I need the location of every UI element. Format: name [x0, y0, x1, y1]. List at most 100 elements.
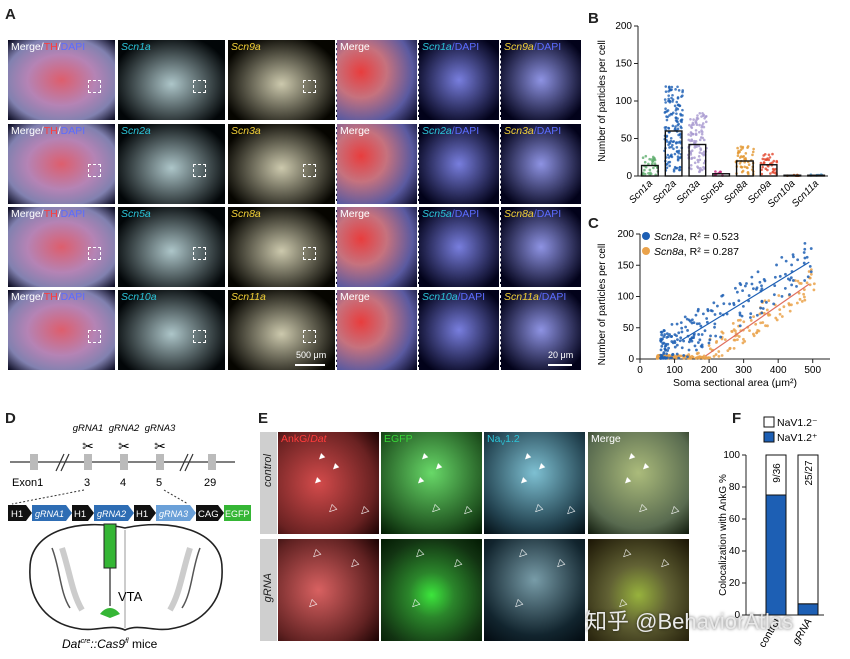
- panel-a-image: Merge/TH/DAPI: [8, 207, 115, 287]
- roi-box: [193, 247, 206, 260]
- arrowhead-icon: ▼: [416, 450, 432, 465]
- y-tick-label: 80: [729, 482, 741, 493]
- scatter-point: [687, 353, 691, 356]
- scatter-point: [709, 334, 712, 338]
- scatter-point: [760, 299, 764, 303]
- scatter-point: [704, 356, 708, 360]
- data-point: [663, 126, 667, 129]
- data-point: [668, 146, 671, 149]
- scatter-point: [747, 294, 751, 297]
- break-mark: [184, 453, 194, 472]
- data-point: [692, 141, 696, 145]
- brain-fold: [51, 547, 71, 609]
- svg-text:CAG: CAG: [198, 509, 219, 520]
- data-point: [674, 125, 677, 128]
- data-point: [676, 155, 680, 158]
- data-point: [689, 163, 693, 167]
- scatter-point: [756, 270, 760, 274]
- panel-a-image: Scn10a/DAPI: [418, 290, 499, 370]
- scatter-point: [675, 343, 679, 347]
- data-point: [674, 88, 677, 91]
- scatter-point: [749, 316, 752, 319]
- data-point: [769, 172, 772, 175]
- data-point: [694, 132, 698, 136]
- scatter-point: [805, 255, 809, 259]
- data-point: [746, 166, 749, 170]
- data-point: [667, 97, 670, 101]
- scatter-point: [735, 290, 739, 294]
- data-point: [692, 123, 695, 126]
- scatter-point: [696, 341, 700, 344]
- bar-Scn10a: [783, 174, 802, 177]
- scatter-point: [787, 302, 791, 305]
- x-tick-label: 300: [735, 365, 752, 376]
- scatter-point: [673, 341, 677, 344]
- exon-5-box: [156, 454, 164, 470]
- data-point: [675, 150, 679, 153]
- scatter-point: [664, 342, 668, 346]
- data-point: [703, 116, 706, 120]
- scatter-point: [805, 281, 809, 285]
- scatter-point: [695, 322, 699, 326]
- scatter-point: [721, 293, 725, 297]
- scatter-point: [686, 329, 689, 332]
- panel-d-schematic: ✂ ✂ ✂ gRNA1 gRNA2 gRNA3 Exon1 3 4 5 29 H…: [8, 423, 251, 651]
- panel-a-image: Scn1a/DAPI: [418, 40, 499, 120]
- scatter-point: [790, 263, 794, 267]
- data-point: [697, 154, 701, 158]
- x-tick-label: 200: [701, 365, 718, 376]
- scatter-point: [761, 307, 765, 310]
- arrowhead-icon: ▽: [515, 547, 529, 562]
- panel-a-image-label: Scn1a/DAPI: [422, 41, 480, 53]
- scatter-point: [688, 337, 692, 341]
- scatter-point: [737, 335, 741, 338]
- exon3-label: 3: [84, 477, 90, 489]
- bar-Scn3a: [688, 143, 707, 177]
- scatter-point: [663, 348, 667, 351]
- data-point: [652, 166, 655, 170]
- panel-a-image-label: Scn5a/DAPI: [422, 208, 480, 220]
- scatter-point: [743, 284, 747, 288]
- arrowhead-icon: ▽: [357, 504, 371, 519]
- y-tick-label: 20: [729, 578, 741, 589]
- data-point: [767, 153, 771, 157]
- scatter-point: [764, 301, 768, 304]
- data-point: [681, 108, 684, 112]
- scatter-point: [665, 352, 668, 356]
- panel-a-image: Merge: [336, 40, 417, 120]
- panel-a-image: Merge/TH/DAPI: [8, 290, 115, 370]
- scatter-point: [758, 280, 762, 284]
- legend-label: NaV1.2⁻: [777, 417, 818, 429]
- data-point: [669, 136, 673, 140]
- scatter-point: [780, 315, 784, 318]
- scatter-point: [682, 339, 686, 343]
- scatter-point: [812, 282, 816, 286]
- data-point: [690, 167, 693, 171]
- scissors-icon: ✂: [154, 438, 166, 454]
- scatter-point: [687, 348, 691, 352]
- scatter-point: [662, 352, 665, 356]
- scatter-point: [792, 279, 795, 282]
- scatter-point: [807, 270, 811, 273]
- scatter-point: [803, 241, 807, 245]
- roi-box: [303, 164, 316, 177]
- data-point: [699, 148, 703, 152]
- fit-line-Scn2a: [681, 261, 810, 341]
- x-tick-label: 0: [637, 365, 643, 376]
- arrowhead-icon: ▼: [309, 474, 325, 489]
- scatter-point: [699, 324, 703, 328]
- panel-b-bar-chart: 0 50 100 150 200 Number of particles per cell…: [597, 21, 828, 210]
- scatter-point: [737, 299, 741, 303]
- scatter-point: [686, 355, 689, 359]
- scatter-point: [713, 313, 717, 316]
- scatter-point: [667, 346, 670, 350]
- panel-label-d: D: [5, 410, 16, 427]
- arrowhead-icon: ▼: [519, 450, 535, 465]
- panel-c-scatter-chart: 0 50 100 150 200 0 100 200 300 400 500 Number of pa…: [597, 229, 830, 389]
- scatter-point: [677, 356, 681, 360]
- panel-a-image: Scn8a/DAPI: [500, 207, 581, 287]
- data-point: [679, 113, 683, 117]
- svg-text:gRNA3: gRNA3: [159, 509, 188, 519]
- data-point: [675, 112, 678, 115]
- arrowhead-icon: ▽: [347, 557, 361, 572]
